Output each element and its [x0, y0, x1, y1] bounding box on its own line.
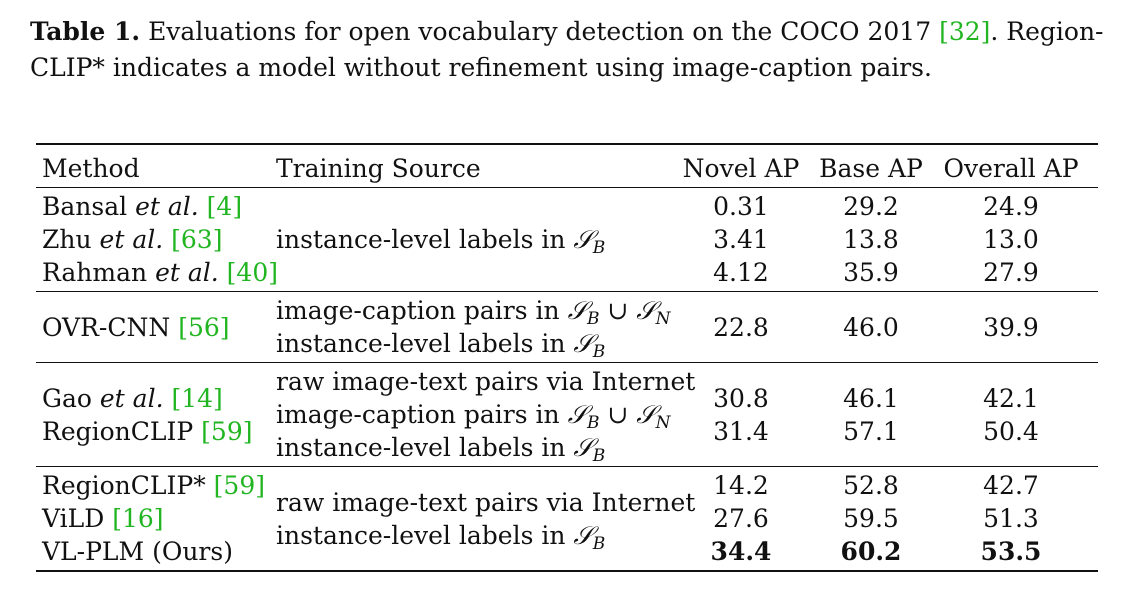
citation-link[interactable]: [4] — [206, 192, 243, 221]
training-source-cell: instance-level labels in 𝒮B — [276, 225, 606, 258]
table-top-rule — [36, 143, 1098, 145]
method-etal: et al. — [99, 225, 164, 254]
method-cell: Bansal et al. [4] — [42, 191, 242, 223]
training-source-cell: instance-level labels in 𝒮B — [276, 520, 606, 554]
set-subscript: B — [592, 342, 606, 362]
set-symbol: 𝒮N — [636, 296, 671, 329]
method-name: Zhu — [42, 225, 100, 254]
method-name: OVR-CNN — [42, 312, 179, 342]
training-source-cell: raw image-text pairs via Internet — [276, 487, 696, 517]
method-cell: Zhu et al. [63] — [42, 224, 222, 256]
citation-link[interactable]: [63] — [171, 225, 223, 254]
method-name: Bansal — [42, 192, 136, 221]
method-name: RegionCLIP* — [42, 471, 214, 500]
set-symbol: 𝒮B — [573, 520, 606, 554]
method-cell: ViLD [16] — [42, 503, 164, 535]
citation-link[interactable]: [14] — [171, 383, 223, 413]
group-separator-rule — [36, 466, 1098, 467]
table-caption: Table 1. Evaluations for open vocabulary… — [30, 14, 1110, 86]
overall-ap-cell: 13.0 — [983, 225, 1039, 254]
caption-line-2: CLIP* indicates a model without refineme… — [30, 53, 932, 82]
base-ap-cell: 57.1 — [843, 416, 899, 446]
overall-ap-cell: 24.9 — [983, 192, 1039, 221]
training-source-cell: image-caption pairs in 𝒮B ∪ 𝒮N — [276, 296, 671, 329]
method-cell: VL-PLM (Ours) — [42, 536, 233, 568]
caption-ref-link[interactable]: [32] — [939, 17, 991, 46]
training-source-cell: raw image-text pairs via Internet — [276, 367, 696, 396]
results-table: Method Training Source Novel AP Base AP … — [36, 143, 1098, 572]
header-overall-ap: Overall AP — [943, 154, 1079, 183]
method-etal: et al. — [155, 258, 219, 287]
method-name: ViLD — [42, 504, 113, 533]
method-etal: et al. — [99, 383, 164, 413]
novel-ap-cell: 34.4 — [710, 537, 772, 566]
overall-ap-cell: 39.9 — [983, 312, 1039, 342]
novel-ap-cell: 4.12 — [713, 258, 769, 287]
base-ap-cell: 52.8 — [843, 471, 899, 500]
method-cell: RegionCLIP* [59] — [42, 470, 265, 502]
method-cell: OVR-CNN [56] — [42, 312, 230, 344]
method-name: Rahman — [42, 258, 156, 287]
caption-text: Evaluations for open vocabulary detectio… — [148, 17, 940, 46]
set-subscript: N — [655, 413, 671, 433]
method-cell: RegionCLIP [59] — [42, 416, 252, 448]
header-training-source: Training Source — [276, 154, 481, 183]
base-ap-cell: 46.1 — [843, 383, 899, 413]
set-subscript: B — [592, 533, 606, 554]
caption-label: Table 1. — [30, 17, 141, 46]
group-separator-rule — [36, 362, 1098, 363]
header-method: Method — [42, 154, 140, 183]
set-subscript: B — [586, 413, 600, 433]
training-source-cell: instance-level labels in 𝒮B — [276, 433, 606, 466]
base-ap-cell: 29.2 — [843, 192, 899, 221]
header-base-ap: Base AP — [819, 154, 923, 183]
method-name: Gao — [42, 383, 100, 413]
novel-ap-cell: 14.2 — [713, 471, 769, 500]
set-symbol: 𝒮B — [567, 400, 600, 433]
overall-ap-cell: 42.1 — [983, 383, 1039, 413]
method-cell: Gao et al. [14] — [42, 383, 223, 415]
novel-ap-cell: 3.41 — [713, 225, 769, 254]
novel-ap-cell: 30.8 — [713, 383, 769, 413]
citation-link[interactable]: [59] — [213, 471, 265, 500]
set-symbol: 𝒮B — [573, 225, 606, 258]
header-rule — [36, 187, 1098, 188]
caption-text-tail: . Region- — [990, 17, 1104, 46]
set-subscript: B — [592, 238, 606, 258]
method-etal: et al. — [135, 192, 199, 221]
overall-ap-cell: 42.7 — [983, 471, 1039, 500]
base-ap-cell: 13.8 — [843, 225, 899, 254]
method-name: RegionCLIP — [42, 416, 202, 446]
base-ap-cell: 60.2 — [840, 537, 902, 566]
novel-ap-cell: 22.8 — [713, 312, 769, 342]
citation-link[interactable]: [40] — [226, 258, 278, 287]
overall-ap-cell: 51.3 — [983, 504, 1039, 533]
method-name: VL-PLM (Ours) — [42, 537, 233, 566]
method-cell: Rahman et al. [40] — [42, 257, 278, 289]
training-source-cell: instance-level labels in 𝒮B — [276, 329, 606, 362]
set-subscript: B — [586, 309, 600, 329]
overall-ap-cell: 27.9 — [983, 258, 1039, 287]
set-symbol: 𝒮B — [573, 433, 606, 466]
citation-link[interactable]: [16] — [112, 504, 164, 533]
set-subscript: B — [592, 446, 606, 466]
base-ap-cell: 59.5 — [843, 504, 899, 533]
citation-link[interactable]: [59] — [201, 416, 253, 446]
set-symbol: 𝒮B — [567, 296, 600, 329]
base-ap-cell: 35.9 — [843, 258, 899, 287]
group-separator-rule — [36, 291, 1098, 292]
overall-ap-cell: 53.5 — [980, 537, 1042, 566]
table-bottom-rule — [36, 570, 1098, 572]
header-novel-ap: Novel AP — [682, 154, 800, 183]
overall-ap-cell: 50.4 — [983, 416, 1039, 446]
set-symbol: 𝒮B — [573, 329, 606, 362]
set-subscript: N — [655, 309, 671, 329]
novel-ap-cell: 31.4 — [713, 416, 769, 446]
training-source-cell: image-caption pairs in 𝒮B ∪ 𝒮N — [276, 400, 671, 433]
novel-ap-cell: 27.6 — [713, 504, 769, 533]
novel-ap-cell: 0.31 — [713, 192, 769, 221]
citation-link[interactable]: [56] — [178, 312, 230, 342]
base-ap-cell: 46.0 — [843, 312, 899, 342]
set-symbol: 𝒮N — [636, 400, 671, 433]
